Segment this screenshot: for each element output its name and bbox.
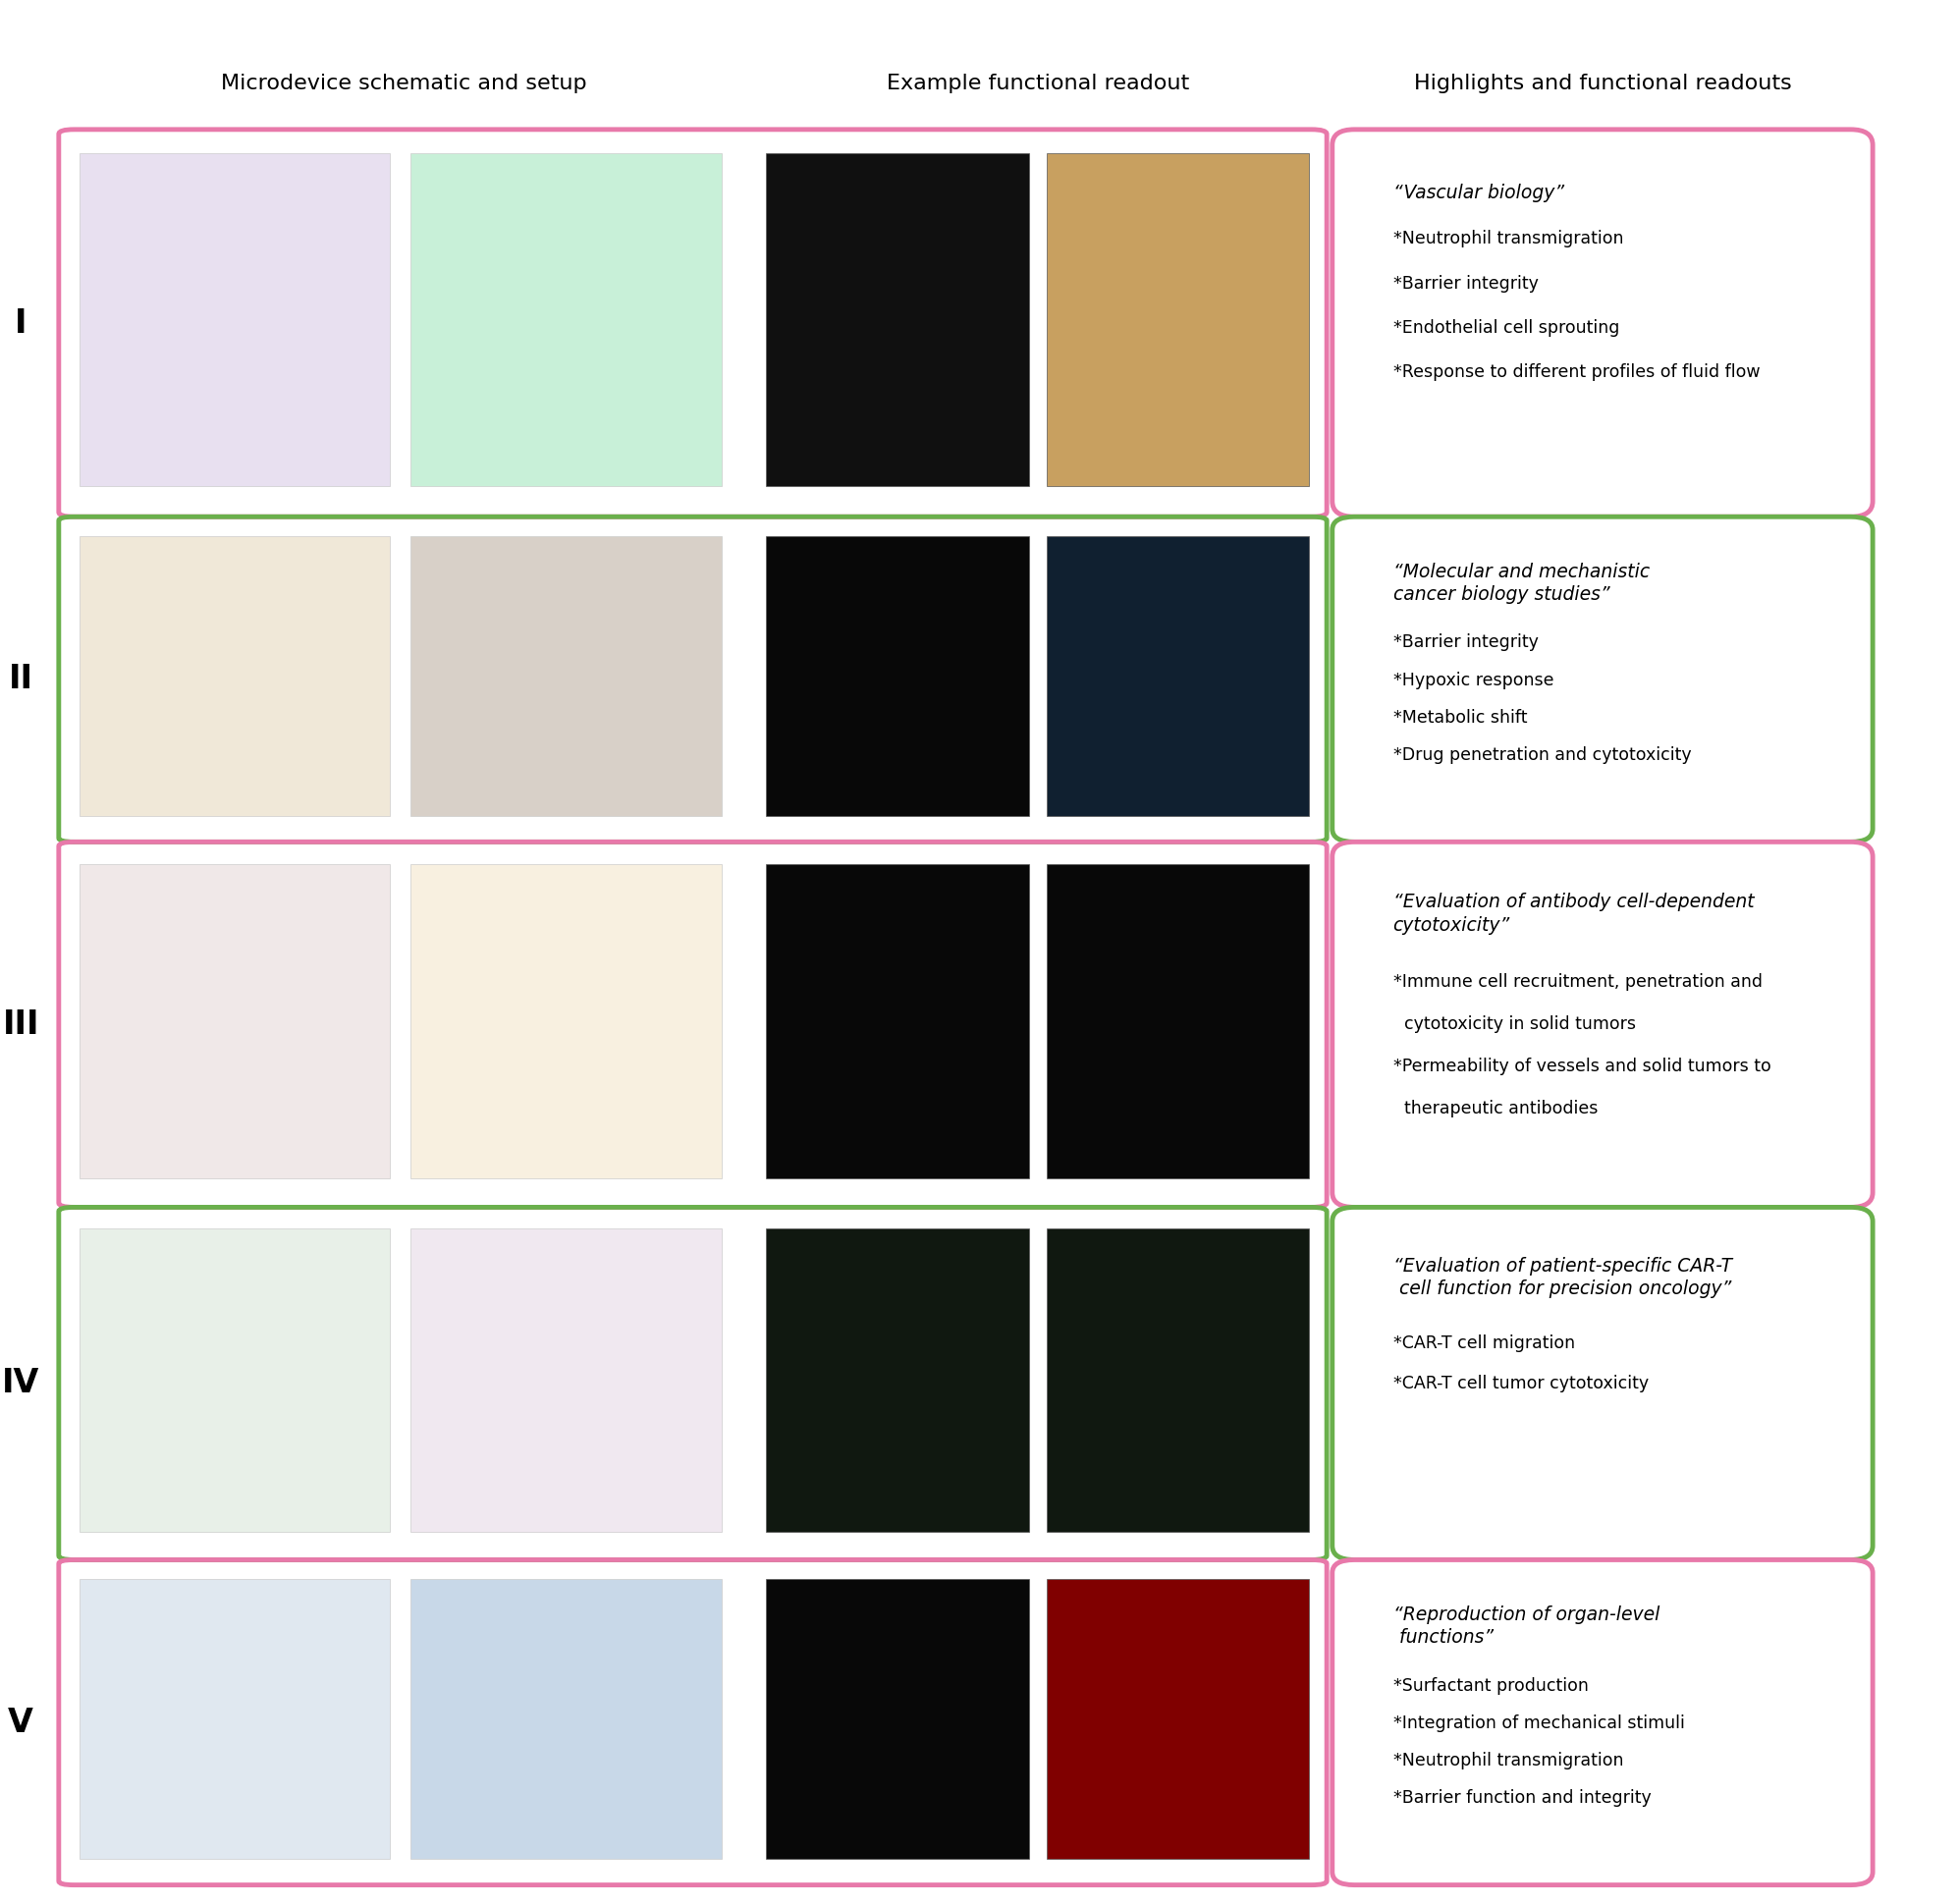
FancyBboxPatch shape <box>1331 842 1872 1207</box>
Bar <box>80 864 390 1179</box>
Bar <box>766 1578 1030 1858</box>
Text: *Permeability of vessels and solid tumors to: *Permeability of vessels and solid tumor… <box>1392 1057 1770 1076</box>
Bar <box>80 537 390 817</box>
Text: therapeutic antibodies: therapeutic antibodies <box>1392 1099 1598 1118</box>
Bar <box>411 1578 721 1858</box>
Text: *Metabolic shift: *Metabolic shift <box>1392 708 1527 725</box>
Bar <box>411 1228 721 1531</box>
Text: *Barrier integrity: *Barrier integrity <box>1392 274 1539 293</box>
Text: *Response to different profiles of fluid flow: *Response to different profiles of fluid… <box>1392 364 1760 381</box>
Text: I: I <box>14 307 27 339</box>
Text: *Barrier function and integrity: *Barrier function and integrity <box>1392 1790 1651 1807</box>
Text: Highlights and functional readouts: Highlights and functional readouts <box>1414 74 1792 93</box>
Bar <box>1048 1228 1310 1531</box>
Bar <box>1048 537 1310 817</box>
Bar <box>766 864 1030 1179</box>
Text: V: V <box>8 1706 33 1738</box>
Text: II: II <box>8 663 33 695</box>
Bar <box>411 152 721 486</box>
Text: *Neutrophil transmigration: *Neutrophil transmigration <box>1392 1752 1623 1769</box>
Bar <box>766 152 1030 486</box>
Text: “Vascular biology”: “Vascular biology” <box>1392 183 1564 202</box>
FancyBboxPatch shape <box>1331 129 1872 516</box>
Bar <box>1048 1578 1310 1858</box>
Text: *Immune cell recruitment, penetration and: *Immune cell recruitment, penetration an… <box>1392 973 1762 992</box>
Text: *Barrier integrity: *Barrier integrity <box>1392 634 1539 651</box>
Bar <box>766 1228 1030 1531</box>
FancyBboxPatch shape <box>1331 516 1872 842</box>
Bar <box>1048 864 1310 1179</box>
Text: “Evaluation of antibody cell-dependent
cytotoxicity”: “Evaluation of antibody cell-dependent c… <box>1392 893 1754 935</box>
Text: “Evaluation of patient-specific CAR-T
 cell function for precision oncology”: “Evaluation of patient-specific CAR-T ce… <box>1392 1257 1731 1299</box>
Text: IV: IV <box>2 1367 39 1399</box>
Text: *Drug penetration and cytotoxicity: *Drug penetration and cytotoxicity <box>1392 746 1692 764</box>
Bar <box>80 152 390 486</box>
FancyBboxPatch shape <box>1331 1207 1872 1559</box>
Bar <box>766 537 1030 817</box>
Text: *Neutrophil transmigration: *Neutrophil transmigration <box>1392 230 1623 248</box>
Text: *Surfactant production: *Surfactant production <box>1392 1677 1588 1695</box>
Text: cytotoxicity in solid tumors: cytotoxicity in solid tumors <box>1392 1015 1635 1034</box>
Text: “Reproduction of organ-level
 functions”: “Reproduction of organ-level functions” <box>1392 1605 1660 1647</box>
Bar <box>80 1578 390 1858</box>
Bar <box>411 537 721 817</box>
Text: Example functional readout: Example functional readout <box>887 74 1189 93</box>
Bar <box>1048 152 1310 486</box>
Text: “Molecular and mechanistic
cancer biology studies”: “Molecular and mechanistic cancer biolog… <box>1392 562 1649 604</box>
Text: *CAR-T cell tumor cytotoxicity: *CAR-T cell tumor cytotoxicity <box>1392 1375 1649 1392</box>
Text: *Hypoxic response: *Hypoxic response <box>1392 672 1553 689</box>
Text: *Endothelial cell sprouting: *Endothelial cell sprouting <box>1392 320 1619 337</box>
FancyBboxPatch shape <box>1331 1559 1872 1885</box>
Text: Microdevice schematic and setup: Microdevice schematic and setup <box>221 74 587 93</box>
Bar <box>411 864 721 1179</box>
Text: *Integration of mechanical stimuli: *Integration of mechanical stimuli <box>1392 1714 1684 1733</box>
Bar <box>80 1228 390 1531</box>
Text: III: III <box>2 1009 39 1041</box>
Text: *CAR-T cell migration: *CAR-T cell migration <box>1392 1335 1574 1352</box>
